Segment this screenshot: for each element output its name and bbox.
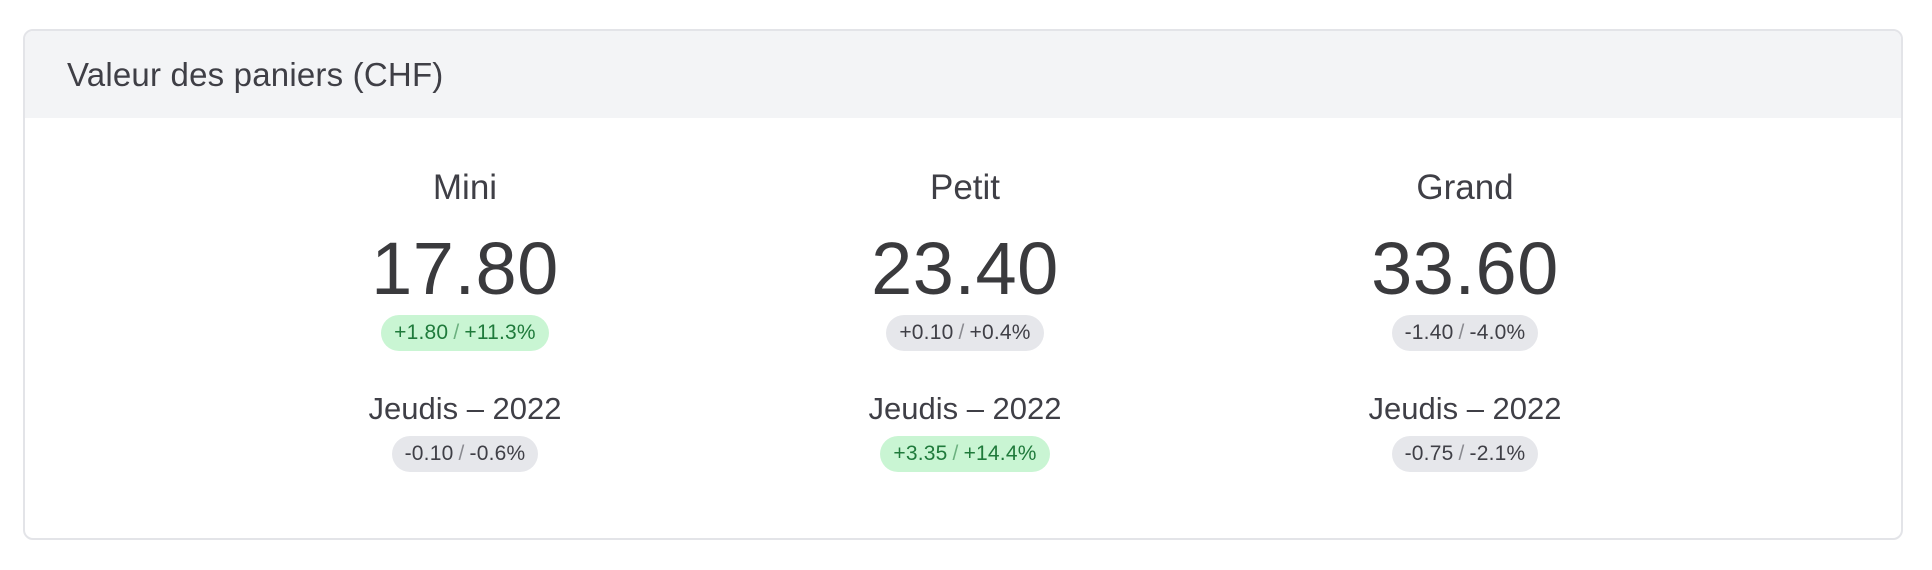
comparison-separator: / (1458, 442, 1465, 465)
change-absolute: -1.40 (1404, 321, 1454, 344)
basket-name: Mini (432, 168, 498, 207)
change-badge: +0.10/+0.4% (886, 315, 1044, 351)
comparison-percent: -2.1% (1469, 442, 1526, 465)
basket-name: Grand (1416, 168, 1514, 207)
comparison-absolute: -0.75 (1404, 442, 1454, 465)
comparison-separator: / (458, 442, 465, 465)
basket-value: 23.40 (871, 227, 1059, 310)
change-separator: / (453, 321, 460, 344)
comparison-percent: +14.4% (963, 442, 1037, 465)
comparison-label: Jeudis – 2022 (1368, 391, 1562, 426)
basket-column-petit: Petit 23.40 +0.10/+0.4% Jeudis – 2022 +3… (755, 118, 1175, 472)
comparison-separator: / (952, 442, 959, 465)
comparison-absolute: -0.10 (404, 442, 454, 465)
comparison-percent: -0.6% (469, 442, 526, 465)
basket-value-card: Valeur des paniers (CHF) Mini 17.80 +1.8… (23, 29, 1903, 540)
comparison-absolute: +3.35 (893, 442, 948, 465)
basket-value: 17.80 (371, 227, 559, 310)
change-percent: +0.4% (969, 321, 1031, 344)
change-separator: / (958, 321, 965, 344)
basket-name: Petit (929, 168, 1001, 207)
change-badge: +1.80/+11.3% (381, 315, 549, 351)
change-absolute: +0.10 (899, 321, 954, 344)
card-header: Valeur des paniers (CHF) (25, 31, 1901, 118)
comparison-badge: -0.10/-0.6% (391, 436, 539, 472)
comparison-badge: +3.35/+14.4% (880, 436, 1050, 472)
basket-columns: Mini 17.80 +1.80/+11.3% Jeudis – 2022 -0… (25, 118, 1901, 538)
comparison-label: Jeudis – 2022 (868, 391, 1062, 426)
change-separator: / (1458, 321, 1465, 344)
comparison-badge: -0.75/-2.1% (1391, 436, 1539, 472)
change-badge: -1.40/-4.0% (1391, 315, 1539, 351)
basket-value: 33.60 (1371, 227, 1559, 310)
change-absolute: +1.80 (394, 321, 449, 344)
change-percent: +11.3% (464, 321, 536, 344)
comparison-label: Jeudis – 2022 (368, 391, 562, 426)
card-title: Valeur des paniers (CHF) (67, 55, 444, 93)
change-percent: -4.0% (1469, 321, 1526, 344)
basket-column-grand: Grand 33.60 -1.40/-4.0% Jeudis – 2022 -0… (1255, 118, 1675, 472)
basket-column-mini: Mini 17.80 +1.80/+11.3% Jeudis – 2022 -0… (255, 118, 675, 472)
